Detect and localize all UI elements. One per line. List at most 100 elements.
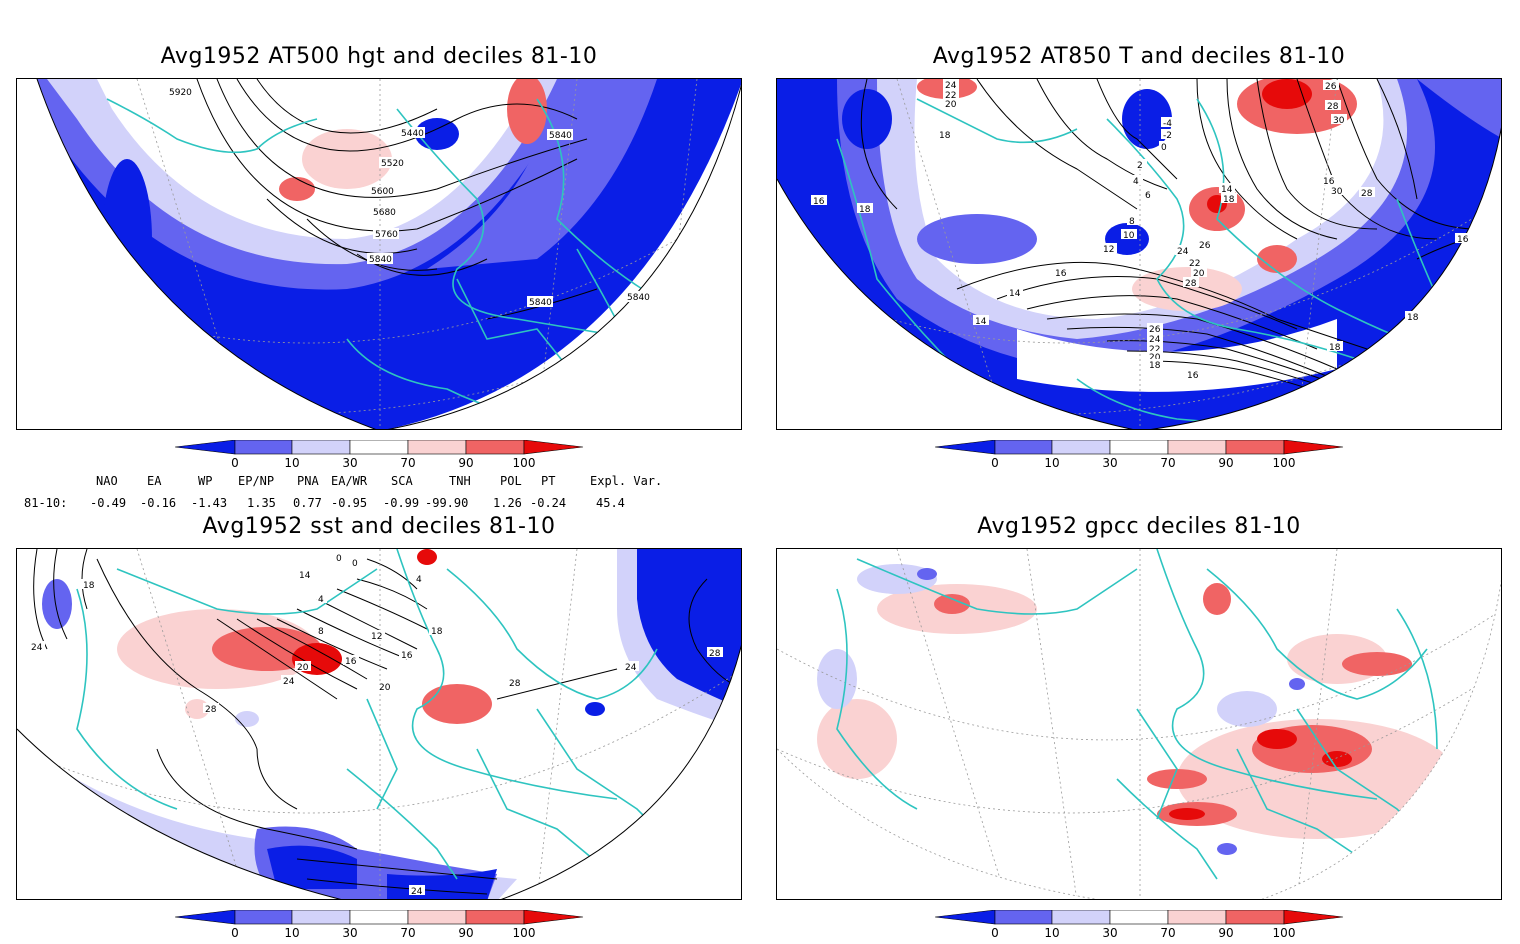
contour-label: -4	[1163, 119, 1172, 129]
cbar-bin	[1283, 439, 1344, 455]
contour-label: 6	[1145, 191, 1151, 201]
contour-label: 5840	[529, 298, 552, 308]
index-value-pol: 1.26	[493, 496, 522, 510]
cbar-bin	[291, 909, 351, 925]
cbar-tick: 30	[342, 926, 357, 940]
contour-label: 0	[336, 554, 342, 564]
index-header-pt: PT	[541, 474, 556, 488]
map-panel-gpcc	[776, 548, 1502, 900]
map-sst: 0 18 24 14 0 4 8 12 16 20 24 20 28 28 24…	[17, 549, 741, 899]
cbar-bin	[1051, 439, 1111, 455]
cbar-tick: 90	[458, 456, 473, 470]
contour-label: 24	[1177, 247, 1189, 257]
index-value-tnh: -99.90	[425, 496, 469, 510]
cbar-bin	[465, 909, 525, 925]
cbar-tick: 0	[231, 926, 239, 940]
contour-label: 18	[939, 131, 951, 141]
contour-label: 24	[625, 663, 637, 673]
cbar-tick: 0	[991, 456, 999, 470]
contour-label: 5840	[627, 293, 650, 303]
cbar-bin	[407, 439, 467, 455]
cbar-tick: 30	[1102, 926, 1117, 940]
cbar-bin	[1283, 909, 1344, 925]
contour-label: 16	[401, 651, 413, 661]
index-value-pt: -0.24	[530, 496, 567, 510]
index-header-sca: SCA	[391, 474, 413, 488]
contour-label: 14	[299, 571, 311, 581]
cbar-tick: 30	[1102, 456, 1117, 470]
cbar-bin	[1225, 909, 1285, 925]
contour-label: 24	[283, 677, 295, 687]
contour-label: 24	[1149, 335, 1161, 345]
cbar-bin	[934, 909, 996, 925]
contour-label: 8	[318, 627, 324, 637]
contour-label: 26	[1199, 241, 1211, 251]
index-value-pna: 0.77	[293, 496, 322, 510]
contour-label: 5840	[369, 255, 392, 265]
cbar-tick: 90	[458, 926, 473, 940]
index-header-pol: POL	[500, 474, 522, 488]
map-gpcc	[777, 549, 1501, 899]
index-header-wp: WP	[198, 474, 213, 488]
cbar-bin	[234, 439, 293, 455]
contour-label: 28	[1327, 102, 1339, 112]
cbar-bin	[1167, 909, 1227, 925]
cbar-bin	[994, 439, 1053, 455]
contour-label: 12	[371, 632, 382, 642]
contour-label: 5440	[401, 129, 424, 139]
contour-label: 22	[945, 91, 956, 101]
contour-label: -2	[1163, 131, 1172, 141]
colorbar-sst: 0 10 30 70 90 100	[174, 909, 595, 944]
index-value-ea: -0.16	[140, 496, 177, 510]
contour-label: 20	[1193, 269, 1205, 279]
cbar-bin	[465, 439, 525, 455]
contour-label: 18	[431, 627, 443, 637]
contour-label: 16	[1187, 371, 1199, 381]
index-value-epnp: 1.35	[247, 496, 276, 510]
contour-label: 28	[205, 705, 217, 715]
contour-label: 30	[1333, 116, 1345, 126]
contour-label: 20	[379, 683, 391, 693]
panel-title-gpcc: Avg1952 gpcc deciles 81-10	[977, 514, 1301, 539]
contour-label: 4	[1133, 177, 1139, 187]
contour-label: 2	[1137, 161, 1143, 171]
cbar-tick: 10	[1044, 456, 1059, 470]
contour-label: 20	[945, 100, 957, 110]
contour-label: 5600	[371, 187, 394, 197]
cbar-bin	[1167, 439, 1227, 455]
cbar-tick: 100	[1273, 926, 1296, 940]
contour-label: 18	[1329, 343, 1341, 353]
cbar-tick: 90	[1218, 926, 1233, 940]
contour-label: 28	[709, 649, 721, 659]
colorbar-gpcc: 0 10 30 70 90 100	[934, 909, 1355, 944]
contour-label: 16	[1055, 269, 1067, 279]
contour-label: 18	[1223, 195, 1235, 205]
index-value-eawr: -0.95	[331, 496, 368, 510]
index-value-sca: -0.99	[383, 496, 420, 510]
cbar-tick: 70	[1160, 926, 1175, 940]
contour-label: 24	[411, 887, 423, 897]
contour-label: 5840	[549, 131, 572, 141]
cbar-tick: 70	[400, 456, 415, 470]
index-header-epnp: EP/NP	[238, 474, 275, 488]
cbar-bin	[523, 909, 584, 925]
cbar-tick: 100	[513, 926, 536, 940]
index-value-nao: -0.49	[90, 496, 127, 510]
contour-label: 18	[1149, 361, 1161, 371]
contour-label: 30	[1331, 187, 1343, 197]
contour-label: 8	[1129, 217, 1135, 227]
cbar-bin	[234, 909, 293, 925]
index-value-explvar: 45.4	[596, 496, 625, 510]
contour-label: 20	[297, 663, 309, 673]
cbar-bin	[349, 909, 409, 925]
contour-label: 14	[1221, 185, 1233, 195]
contour-label: 5520	[381, 159, 404, 169]
index-header-explvar: Expl. Var.	[590, 474, 663, 488]
contour-label: 22	[1189, 259, 1200, 269]
contour-label: 20	[1149, 353, 1161, 363]
cbar-bin	[349, 439, 409, 455]
map-panel-t850: 24 22 20 18 16 18 -4 -2 0 2 4 6 8 10 12 …	[776, 78, 1502, 430]
contour-label: 16	[1457, 235, 1469, 245]
contour-label: 4	[416, 575, 422, 585]
cbar-tick: 10	[284, 456, 299, 470]
